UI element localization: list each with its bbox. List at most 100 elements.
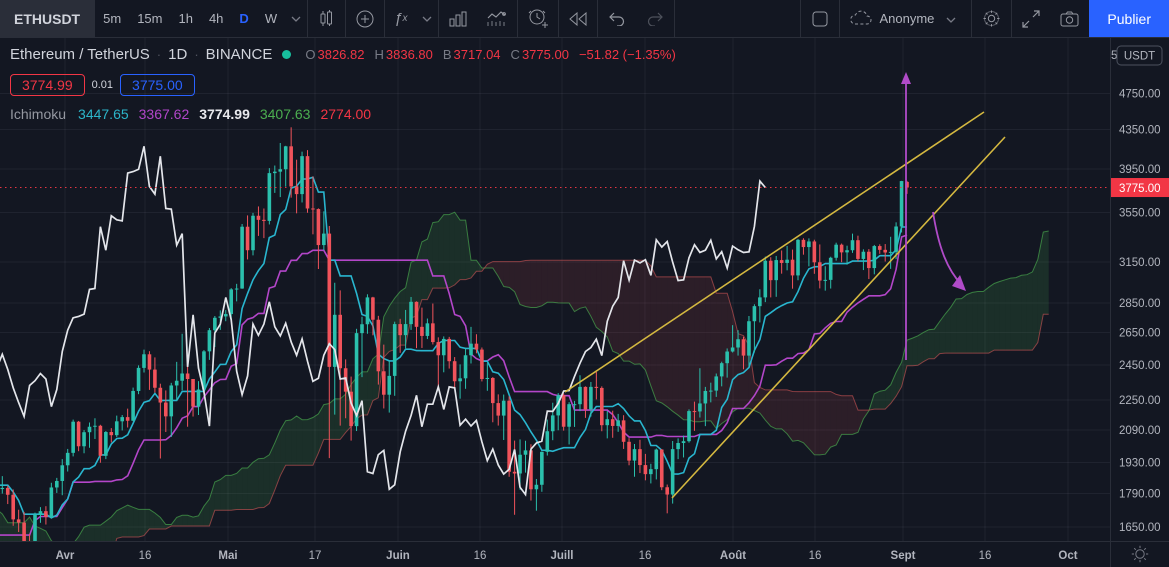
ichimoku-cloud [0, 212, 1049, 541]
fullscreen-icon[interactable] [1012, 0, 1050, 37]
time-tick-Mai[interactable]: Mai [218, 550, 237, 562]
settings-gear-icon[interactable] [972, 0, 1011, 37]
symbol-description-row: Ethereum / TetherUS · 1D · BINANCE O 3826… [10, 45, 676, 63]
svg-text:3150.00: 3150.00 [1119, 257, 1161, 269]
svg-text:2250.00: 2250.00 [1119, 395, 1161, 407]
time-tick-Oct[interactable]: Oct [1058, 550, 1077, 562]
layout-select-icon[interactable] [801, 0, 839, 37]
templates-indicator-icon[interactable] [477, 0, 517, 37]
high-value: 3836.80 [385, 46, 433, 62]
senkou-a-line [0, 211, 1049, 541]
interval-label[interactable]: 1D [168, 45, 188, 63]
axis-fragment: 5 [1111, 50, 1117, 62]
fundamentals-chart-icon[interactable] [439, 0, 477, 37]
toolbar-right: Anonyme Publier [800, 0, 1169, 38]
time-tick-16[interactable]: 16 [139, 550, 152, 562]
timeframe-4h[interactable]: 4h [208, 11, 224, 26]
svg-text:3775.00: 3775.00 [1119, 183, 1161, 195]
indicator-name[interactable]: Ichimoku [10, 106, 67, 122]
svg-text:2850.00: 2850.00 [1119, 298, 1161, 310]
alert-add-icon[interactable] [518, 0, 558, 37]
buy-button[interactable]: 3775.00 [120, 74, 195, 96]
timeframe-1h[interactable]: 1h [178, 11, 193, 26]
svg-text:1790.00: 1790.00 [1119, 489, 1161, 501]
spread-value: 0.01 [91, 79, 114, 91]
svg-text:4350.00: 4350.00 [1119, 124, 1161, 136]
candlestick-style-icon[interactable] [308, 0, 345, 37]
account-name: Anonyme [879, 11, 935, 26]
svg-text:2450.00: 2450.00 [1119, 360, 1161, 372]
svg-text:3950.00: 3950.00 [1119, 164, 1161, 176]
chart-pane[interactable]: 4750.00 4350.00 3950.00 3550.00 3150.00 2850.… [0, 38, 1169, 567]
change-value: −51.82 (−1.35%) [578, 46, 676, 62]
chart-canvas[interactable]: 4750.00 4350.00 3950.00 3550.00 3150.00 2850.… [0, 38, 1169, 567]
time-tick-Sept[interactable]: Sept [891, 550, 916, 562]
market-status-dot[interactable] [282, 49, 292, 59]
cloud-sync-icon [849, 10, 873, 27]
account-chevron-down-icon [940, 11, 962, 26]
open-value: 3826.82 [317, 46, 365, 62]
kijun-line [0, 234, 908, 536]
arrow-down-drawing [932, 211, 962, 285]
sell-button[interactable]: 3774.99 [10, 74, 85, 96]
senkou-b-line [115, 259, 1049, 541]
replay-rewind-icon[interactable] [559, 0, 597, 37]
toolbar-separator [94, 0, 96, 38]
trend-line-0 [564, 111, 985, 393]
timeframe-15m[interactable]: 15m [137, 11, 163, 26]
price-axis[interactable] [1110, 38, 1169, 567]
timeframe-switcher: 5m 15m 1h 4h D W [95, 11, 285, 26]
time-tick-Avr[interactable]: Avr [56, 550, 75, 562]
axis-settings-sun-icon[interactable] [1131, 545, 1149, 563]
time-tick-17[interactable]: 17 [309, 550, 322, 562]
indicators-chevron-down-icon[interactable] [416, 0, 438, 37]
time-tick-Juin[interactable]: Juin [386, 550, 410, 562]
ichimoku-value-1: 3367.62 [138, 106, 190, 122]
symbol-button[interactable]: ETHUSDT [0, 0, 95, 37]
symbol-title[interactable]: Ethereum / TetherUS [10, 45, 150, 63]
chikou-line [0, 146, 766, 497]
timeframe-W[interactable]: W [264, 11, 278, 26]
time-tick-16[interactable]: 16 [474, 550, 487, 562]
snapshot-camera-icon[interactable] [1050, 0, 1089, 37]
tenkan-line [0, 176, 907, 519]
ohlc-values: O 3826.82 H 3836.80 B 3717.04 C 3775.00 −51.… [305, 46, 676, 62]
chart-legend: Ethereum / TetherUS · 1D · BINANCE O 3826… [10, 43, 676, 122]
svg-text:1650.00: 1650.00 [1119, 522, 1161, 534]
time-axis-labels: Avr 16 Mai 17 Juin 16 Juill 16 Août 16 Sept 16 Oct [56, 550, 1078, 562]
close-value: 3775.00 [521, 46, 569, 62]
time-tick-Juill[interactable]: Juill [550, 550, 573, 562]
redo-icon[interactable] [636, 0, 674, 37]
publish-button[interactable]: Publier [1089, 0, 1169, 37]
timeframe-chevron-down-icon[interactable] [285, 0, 307, 37]
currency-toggle-button[interactable]: USDT [1116, 45, 1163, 66]
svg-text:4750.00: 4750.00 [1119, 88, 1161, 100]
ichimoku-value-0: 3447.65 [78, 106, 129, 122]
last-price-badge: 3775.00 [1111, 178, 1169, 198]
timeframe-5m[interactable]: 5m [103, 11, 122, 26]
time-tick-Août[interactable]: Août [720, 550, 746, 562]
ichimoku-value-4: 2774.00 [320, 106, 372, 122]
undo-icon[interactable] [598, 0, 636, 37]
time-tick-16[interactable]: 16 [639, 550, 652, 562]
svg-text:2650.00: 2650.00 [1119, 328, 1161, 340]
time-tick-16[interactable]: 16 [979, 550, 992, 562]
exchange-label[interactable]: BINANCE [205, 45, 273, 63]
bid-ask-row: 3774.99 0.01 3775.00 [10, 73, 676, 97]
timeframe-D[interactable]: D [239, 11, 249, 26]
drawings[interactable] [564, 72, 1006, 499]
low-value: 3717.04 [453, 46, 501, 62]
ichimoku-value-2: 3774.99 [199, 106, 250, 122]
svg-text:USDT: USDT [1124, 51, 1155, 63]
compare-add-icon[interactable] [346, 0, 384, 37]
time-tick-16[interactable]: 16 [809, 550, 822, 562]
indicator-row: Ichimoku 3447.65 3367.62 3774.99 3407.63 277… [10, 106, 676, 122]
trend-line-1 [671, 136, 1006, 499]
account-menu[interactable]: Anonyme [840, 0, 971, 37]
ichimoku-values: 3447.65 3367.62 3774.99 3407.63 2774.00 [78, 106, 381, 122]
svg-text:2090.00: 2090.00 [1119, 425, 1161, 437]
price-axis-labels: 4750.00 4350.00 3950.00 3550.00 3150.00 2850.… [1119, 88, 1161, 534]
